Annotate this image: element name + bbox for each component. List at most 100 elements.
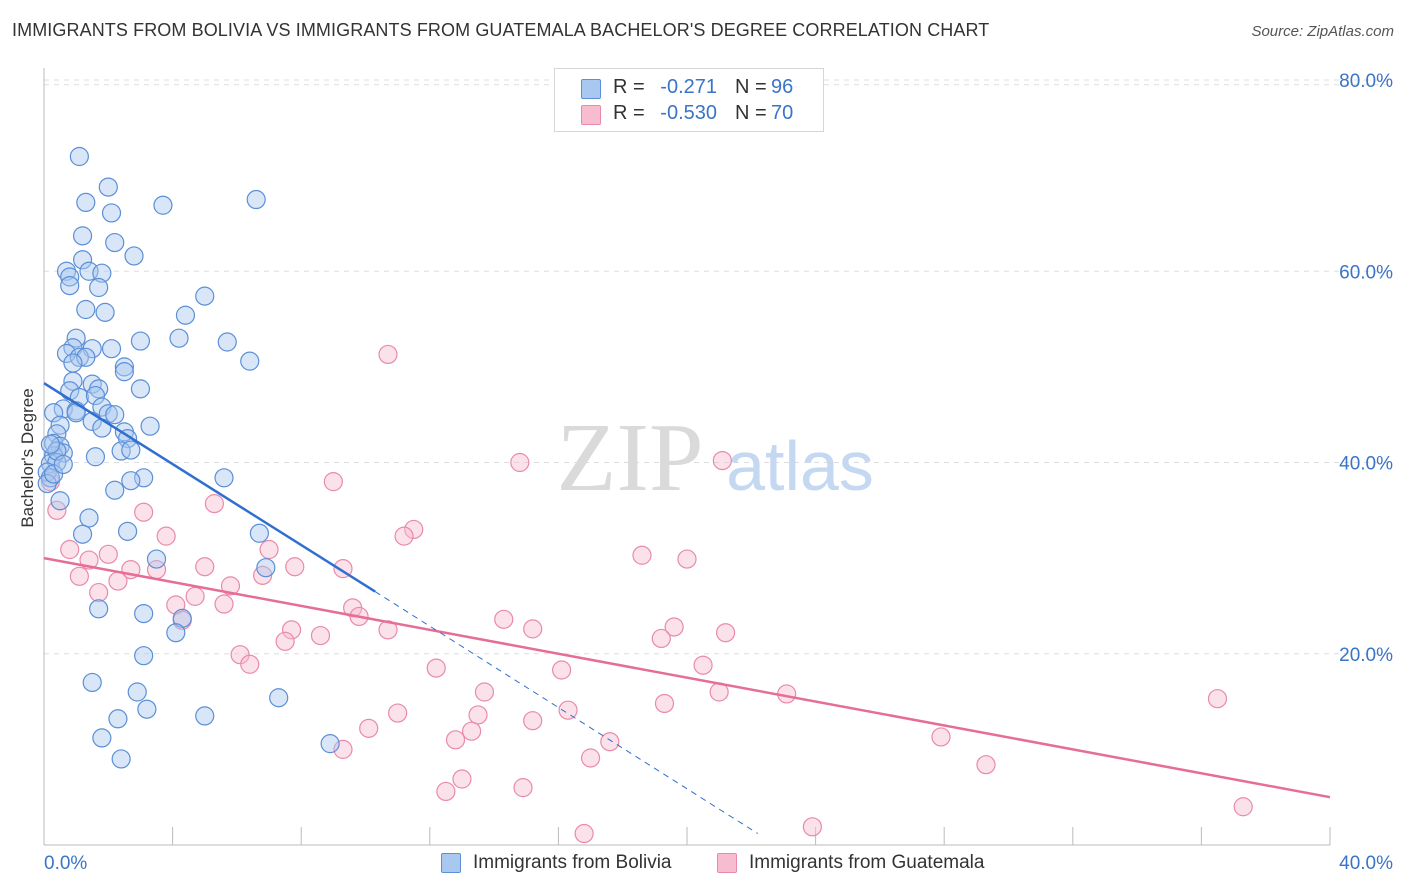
bolivia-point: [121, 471, 141, 491]
guatemala-point: [510, 452, 530, 473]
bolivia-point: [114, 362, 134, 382]
bolivia-point: [111, 441, 131, 461]
r-label: R =: [613, 76, 645, 98]
guatemala-point: [552, 660, 572, 680]
bolivia-point: [72, 250, 93, 270]
bolivia-point: [217, 332, 237, 352]
bolivia-point: [101, 203, 122, 223]
bolivia-point: [240, 351, 260, 371]
guatemala-point: [394, 526, 414, 546]
guatemala-point: [654, 693, 675, 714]
bolivia-trend-extension: [374, 591, 758, 834]
bolivia-legend-swatch: [441, 853, 461, 873]
bolivia-points: [37, 146, 340, 769]
guatemala-point: [323, 472, 343, 492]
bolivia-point: [69, 146, 89, 167]
guatemala-point: [275, 631, 295, 651]
y-tick-label: 80.0%: [1339, 71, 1393, 92]
guatemala-point: [802, 817, 822, 837]
guatemala-point: [214, 594, 234, 614]
bolivia-point: [130, 379, 151, 399]
guatemala-point: [445, 730, 466, 750]
bolivia-point: [195, 706, 215, 726]
guatemala-point: [185, 586, 205, 606]
bolivia-point: [53, 454, 73, 475]
bolivia-point: [134, 603, 154, 624]
bolivia-point: [101, 339, 122, 359]
y-tick-label: 20.0%: [1339, 645, 1393, 666]
guatemala-point: [494, 609, 514, 629]
bolivia-point: [76, 192, 96, 212]
bolivia-point: [76, 299, 96, 320]
bolivia-point: [92, 263, 112, 283]
guatemala-legend-swatch: [717, 853, 737, 873]
bolivia-point: [137, 699, 157, 719]
bolivia-point: [172, 608, 192, 628]
guatemala-point: [664, 617, 684, 637]
bolivia-point: [246, 189, 266, 210]
guatemala-point: [359, 718, 379, 738]
stats-row-guatemala: R = -0.530 N = 70: [555, 102, 823, 128]
bolivia-point: [117, 521, 138, 541]
tick-labels: 20.0% 40.0% 60.0% 80.0% 0.0% 40.0%: [44, 71, 1393, 874]
bolivia-point: [82, 672, 102, 693]
guatemala-point: [134, 502, 154, 522]
guatemala-point: [452, 769, 472, 789]
guatemala-point: [69, 566, 89, 586]
guatemala-point: [693, 655, 713, 675]
bolivia-point: [85, 385, 106, 406]
n-value: 70: [771, 102, 794, 124]
guatemala-point: [404, 519, 424, 540]
y-tick-label: 60.0%: [1339, 262, 1393, 283]
bolivia-point: [92, 418, 112, 438]
guatemala-point: [195, 557, 215, 577]
bolivia-point: [56, 343, 77, 364]
x-tick-label: 40.0%: [1339, 853, 1393, 874]
bolivia-point: [320, 734, 340, 754]
guatemala-swatch: [581, 105, 601, 125]
bolivia-point: [166, 623, 186, 643]
bolivia-point: [105, 232, 125, 253]
bolivia-point: [195, 286, 215, 306]
bolivia-point: [127, 682, 147, 702]
bolivia-point: [175, 305, 196, 325]
bolivia-point: [37, 473, 57, 494]
n-label: N =: [735, 76, 767, 98]
bolivia-point: [89, 599, 109, 619]
trend-lines: [43, 382, 1331, 834]
stats-box: R = -0.271 N = 96 R = -0.530 N = 70: [554, 68, 824, 132]
guatemala-point: [468, 705, 488, 725]
bolivia-point: [134, 646, 154, 666]
bolivia-point: [169, 328, 189, 348]
guatemala-point: [89, 582, 109, 603]
guatemala-point: [632, 545, 652, 565]
bolivia-point: [92, 728, 112, 748]
guatemala-point: [281, 620, 302, 640]
guatemala-points: [40, 344, 1253, 844]
guatemala-point: [651, 628, 671, 649]
legend-label: Immigrants from Guatemala: [749, 852, 985, 873]
r-label: R =: [613, 102, 645, 124]
bolivia-point: [56, 261, 77, 281]
r-value: -0.271: [660, 76, 717, 98]
guatemala-point: [388, 703, 408, 723]
bolivia-point: [79, 508, 99, 528]
guatemala-trend-line: [43, 556, 1331, 799]
bolivia-point: [153, 195, 173, 215]
bolivia-point: [105, 480, 125, 500]
bolivia-point: [44, 403, 64, 423]
chart-title: IMMIGRANTS FROM BOLIVIA VS IMMIGRANTS FR…: [12, 20, 990, 40]
bolivia-point: [95, 302, 115, 322]
guatemala-point: [108, 571, 128, 591]
guatemala-point: [513, 778, 533, 798]
guatemala-point: [461, 721, 482, 741]
guatemala-point: [523, 619, 543, 639]
n-value: 96: [771, 76, 794, 98]
guatemala-point: [558, 700, 578, 720]
bolivia-point: [72, 524, 93, 544]
guatemala-point: [220, 576, 241, 596]
bolivia-point: [40, 434, 61, 454]
guatemala-point: [712, 450, 732, 471]
bolivia-point: [140, 416, 160, 436]
